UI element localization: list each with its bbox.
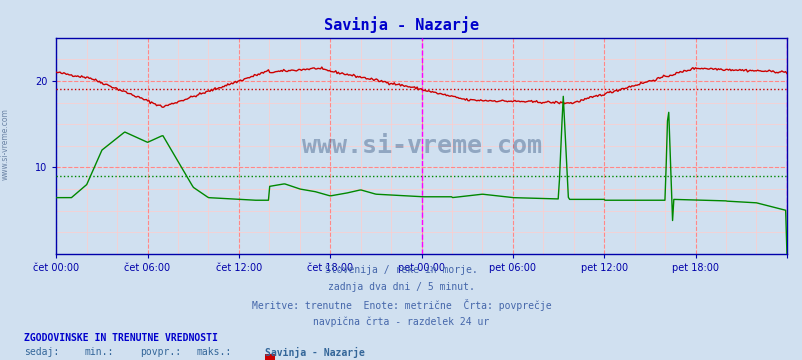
- Text: www.si-vreme.com: www.si-vreme.com: [0, 108, 10, 180]
- Text: maks.:: maks.:: [196, 347, 232, 357]
- Text: www.si-vreme.com: www.si-vreme.com: [302, 134, 541, 158]
- Text: povpr.:: povpr.:: [140, 347, 181, 357]
- Text: Savinja - Nazarje: Savinja - Nazarje: [265, 347, 364, 359]
- Text: ZGODOVINSKE IN TRENUTNE VREDNOSTI: ZGODOVINSKE IN TRENUTNE VREDNOSTI: [24, 333, 217, 343]
- Text: Meritve: trenutne  Enote: metrične  Črta: povprečje: Meritve: trenutne Enote: metrične Črta: …: [251, 299, 551, 311]
- Text: zadnja dva dni / 5 minut.: zadnja dva dni / 5 minut.: [328, 282, 474, 292]
- Text: Slovenija / reke in morje.: Slovenija / reke in morje.: [325, 265, 477, 275]
- Text: min.:: min.:: [84, 347, 114, 357]
- Text: Savinja - Nazarje: Savinja - Nazarje: [323, 16, 479, 33]
- Text: navpična črta - razdelek 24 ur: navpična črta - razdelek 24 ur: [313, 316, 489, 327]
- Text: sedaj:: sedaj:: [24, 347, 59, 357]
